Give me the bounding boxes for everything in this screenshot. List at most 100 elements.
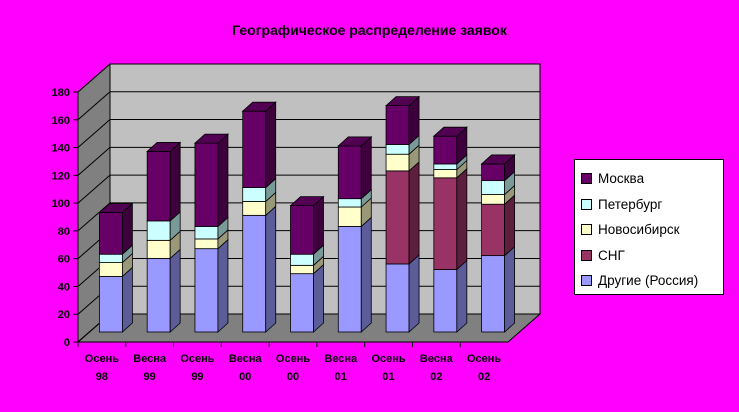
bar-segment bbox=[433, 177, 458, 270]
bar-segment bbox=[290, 273, 314, 333]
bar-segment bbox=[385, 144, 410, 155]
bar-side bbox=[313, 263, 324, 333]
y-tick-label: 20 bbox=[58, 309, 70, 321]
y-tick-label: 0 bbox=[64, 337, 70, 349]
bar-segment bbox=[98, 212, 123, 255]
bar-segment bbox=[242, 214, 267, 333]
y-tick-label: 40 bbox=[58, 281, 70, 293]
legend-swatch bbox=[581, 249, 592, 261]
x-tick-label: Осень bbox=[371, 353, 405, 365]
x-tick-label: 02 bbox=[430, 371, 442, 383]
bar-side bbox=[121, 266, 133, 333]
bar-top bbox=[241, 101, 277, 112]
bar-segment bbox=[290, 205, 314, 255]
x-tick-label: 01 bbox=[382, 371, 394, 383]
x-tick-label: 00 bbox=[239, 371, 251, 383]
bar-segment bbox=[98, 253, 123, 263]
x-tick-label: Осень bbox=[85, 353, 119, 365]
bar-segment bbox=[194, 238, 219, 250]
x-tick-label: Весна bbox=[324, 353, 358, 365]
bar-segment bbox=[194, 248, 219, 333]
bar-side bbox=[169, 141, 181, 222]
chart-title: Географическое распределение заявок bbox=[232, 22, 507, 38]
bar-segment bbox=[433, 169, 458, 179]
x-tick-label: 01 bbox=[335, 371, 347, 383]
bar-segment bbox=[337, 206, 362, 227]
x-tick-label: Весна bbox=[420, 353, 454, 365]
legend-swatch bbox=[581, 224, 592, 236]
x-tick-label: Осень bbox=[467, 353, 501, 365]
bar-side bbox=[504, 194, 516, 257]
gridline bbox=[77, 91, 540, 121]
bar-segment bbox=[146, 239, 171, 259]
bar-segment bbox=[146, 257, 171, 333]
legend-item: Петербург bbox=[581, 192, 719, 218]
bar-segment bbox=[433, 269, 458, 333]
bar-segment bbox=[433, 163, 458, 170]
y-tick-label: 80 bbox=[58, 226, 70, 238]
bar-side bbox=[456, 259, 468, 333]
bar-segment bbox=[98, 262, 123, 277]
bar-top bbox=[337, 136, 373, 147]
bar-segment bbox=[433, 135, 458, 165]
x-tick-label: 99 bbox=[191, 371, 203, 383]
bar-segment bbox=[337, 226, 362, 333]
bar-segment bbox=[242, 201, 267, 216]
legend-label: Петербург bbox=[598, 196, 663, 212]
bar-segment bbox=[146, 220, 171, 241]
x-tick-label: 99 bbox=[144, 371, 156, 383]
bar-segment bbox=[385, 105, 410, 145]
bar-segment bbox=[337, 145, 362, 200]
legend-item: Новосибирск bbox=[581, 217, 719, 243]
bar-side bbox=[217, 238, 229, 333]
x-tick-label: Весна bbox=[229, 353, 263, 365]
legend: Москва Петербург Новосибирск СНГ Другие (Рос… bbox=[574, 159, 724, 295]
bar-segment bbox=[194, 226, 219, 240]
bar-side bbox=[408, 160, 420, 265]
legend-swatch bbox=[581, 275, 592, 287]
y-tick-label: 180 bbox=[52, 87, 70, 99]
bar-segment bbox=[290, 264, 314, 275]
x-tick-label: Осень bbox=[276, 353, 310, 365]
bar-top bbox=[289, 196, 325, 207]
bar-top bbox=[432, 126, 468, 137]
bar-side bbox=[217, 133, 229, 228]
bar-side bbox=[408, 254, 420, 333]
bar-segment bbox=[146, 151, 171, 222]
bar-segment bbox=[481, 180, 506, 195]
bar-side bbox=[360, 216, 372, 333]
bar-segment bbox=[98, 276, 123, 333]
bar-segment bbox=[385, 153, 410, 172]
bar-segment bbox=[481, 194, 506, 205]
x-tick-label: 02 bbox=[478, 371, 490, 383]
legend-label: Другие (Россия) bbox=[598, 273, 699, 289]
bar-segment bbox=[337, 198, 362, 208]
legend-swatch bbox=[581, 198, 592, 210]
legend-label: Москва bbox=[598, 171, 645, 187]
bar-segment bbox=[194, 142, 219, 227]
legend-swatch bbox=[581, 173, 592, 185]
bar-side bbox=[504, 245, 516, 333]
bar-side bbox=[360, 135, 372, 200]
bar-segment bbox=[481, 255, 506, 333]
y-tick-label: 120 bbox=[52, 170, 70, 182]
x-tick-label: Осень bbox=[180, 353, 214, 365]
legend-label: Новосибирск bbox=[598, 222, 680, 238]
bar-segment bbox=[481, 203, 506, 257]
bar-segment bbox=[385, 170, 410, 265]
bar-top bbox=[193, 133, 229, 144]
bar-segment bbox=[385, 263, 410, 333]
x-tick-label: 98 bbox=[96, 371, 108, 383]
legend-item: Другие (Россия) bbox=[581, 268, 719, 294]
gridline bbox=[77, 63, 540, 93]
x-tick-label: Весна bbox=[133, 353, 167, 365]
y-tick-label: 160 bbox=[52, 115, 70, 127]
bar-segment bbox=[242, 187, 267, 202]
bar-side bbox=[313, 195, 324, 256]
bar-side bbox=[169, 248, 181, 333]
legend-label: СНГ bbox=[598, 247, 625, 263]
bar-top bbox=[98, 203, 134, 213]
y-tick-label: 100 bbox=[52, 198, 70, 210]
bar-side bbox=[456, 167, 468, 271]
